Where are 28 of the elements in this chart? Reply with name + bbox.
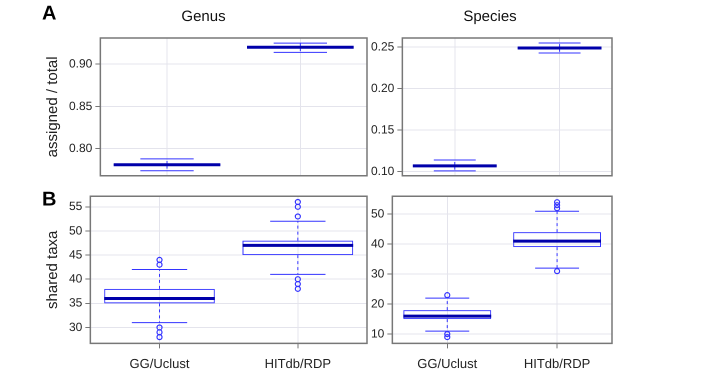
y-tick-label: 50	[68, 223, 83, 238]
chart-title: Species	[463, 8, 517, 26]
chart-title: Genus	[181, 8, 226, 26]
x-tick-label: HITdb/RDP	[524, 356, 590, 371]
y-tick-label: 0.90	[68, 56, 93, 71]
x-tick-label: HITdb/RDP	[264, 356, 332, 371]
y-tick-label: 30	[370, 266, 385, 280]
y-tick-label: 20	[370, 296, 385, 310]
y-tick-label: 0.25	[370, 39, 395, 54]
text: A	[42, 2, 56, 25]
y-tick-label: 40	[68, 272, 83, 286]
y-tick-label: 30	[68, 320, 83, 334]
y-axis-title: shared taxa	[44, 230, 62, 309]
y-tick-label: 0.15	[370, 122, 395, 136]
y-axis-title: assigned / total	[44, 56, 62, 158]
y-tick-label: 55	[68, 199, 83, 214]
y-tick-label: 50	[370, 206, 385, 220]
y-tick-label: 0.85	[68, 98, 93, 113]
text: B	[42, 188, 56, 211]
y-tick-label: 0.20	[370, 80, 395, 95]
y-tick-label: 0.10	[370, 164, 395, 178]
y-tick-label: 45	[68, 247, 83, 262]
y-tick-label: 0.80	[68, 141, 93, 156]
x-tick-label: GG/Uclust	[417, 356, 478, 371]
y-tick-label: 40	[370, 236, 385, 250]
y-tick-label: 35	[68, 296, 83, 310]
y-tick-label: 10	[370, 326, 385, 340]
x-tick-label: GG/Uclust	[130, 356, 190, 371]
